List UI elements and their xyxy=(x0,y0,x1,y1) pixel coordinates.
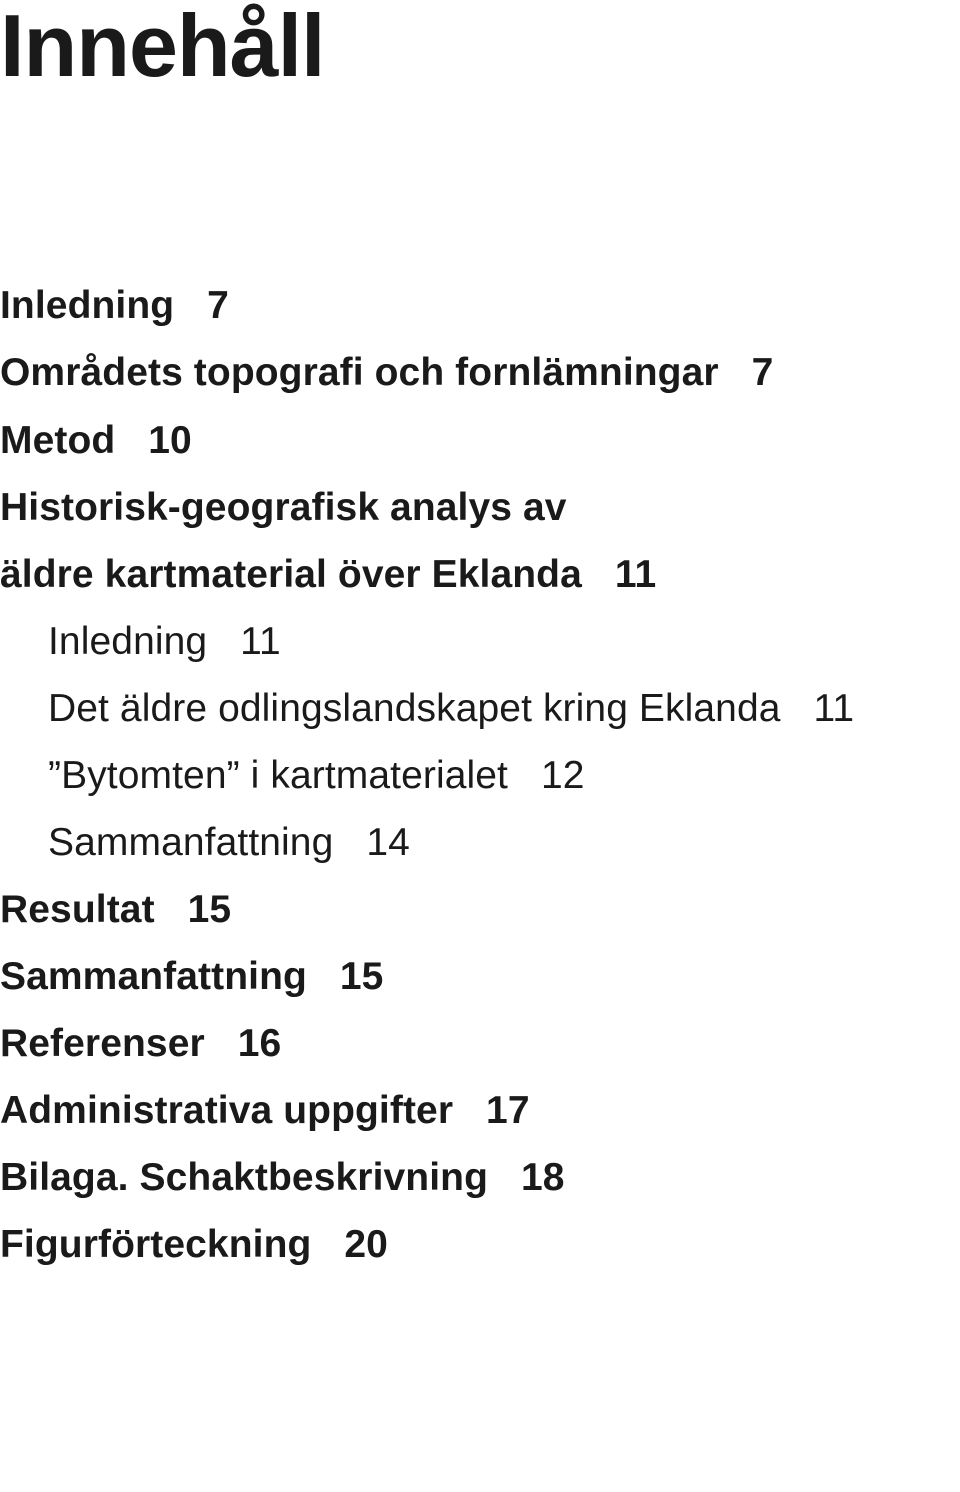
toc-entry-page: 18 xyxy=(521,1156,565,1199)
toc-entry-label: Resultat xyxy=(0,888,155,931)
toc-entry-label: Det äldre odlingslandskapet kring Ekland… xyxy=(48,687,781,730)
toc-subentry: Sammanfattning 14 xyxy=(0,809,950,876)
toc-entry: Resultat 15 xyxy=(0,876,950,943)
toc-entry-page: 14 xyxy=(366,821,410,864)
toc-entry-label: Bilaga. Schaktbeskrivning xyxy=(0,1156,488,1199)
toc-entry-label: Referenser xyxy=(0,1022,205,1065)
toc-entry-page: 10 xyxy=(148,419,192,462)
toc-entry-page: 11 xyxy=(814,687,855,730)
toc-entry-page: 11 xyxy=(240,620,281,663)
toc-entry-page: 15 xyxy=(188,888,232,931)
toc-title: Innehåll xyxy=(0,0,950,92)
toc-subentry: ”Bytomten” i kartmaterialet 12 xyxy=(0,742,950,809)
toc-list: Inledning 7 Områdets topografi och fornl… xyxy=(0,272,950,1278)
toc-entry-page: 12 xyxy=(541,754,585,797)
page: Innehåll Inledning 7 Områdets topografi … xyxy=(0,0,960,1492)
toc-entry: Administrativa uppgifter 17 xyxy=(0,1077,950,1144)
toc-entry: Inledning 7 xyxy=(0,272,950,339)
toc-entry-page: 7 xyxy=(207,284,229,327)
toc-entry-page: 15 xyxy=(340,955,384,998)
toc-entry: Historisk-geografisk analys av xyxy=(0,474,950,541)
toc-subentry: Det äldre odlingslandskapet kring Ekland… xyxy=(0,675,950,742)
toc-entry-label: Områdets topografi och fornlämningar xyxy=(0,351,719,394)
toc-entry: Sammanfattning 15 xyxy=(0,943,950,1010)
toc-entry-label: Metod xyxy=(0,419,115,462)
toc-entry: äldre kartmaterial över Eklanda 11 xyxy=(0,541,950,608)
toc-entry-page: 17 xyxy=(486,1089,530,1132)
toc-entry-label: Sammanfattning xyxy=(0,955,307,998)
toc-entry-page: 11 xyxy=(615,553,656,596)
toc-entry-label: äldre kartmaterial över Eklanda xyxy=(0,553,582,596)
toc-entry-label: Inledning xyxy=(0,284,174,327)
toc-entry-label: Historisk-geografisk analys av xyxy=(0,486,567,529)
toc-entry-label: Administrativa uppgifter xyxy=(0,1089,453,1132)
toc-entry: Referenser 16 xyxy=(0,1010,950,1077)
toc-entry-page: 7 xyxy=(752,351,774,394)
toc-subentry: Inledning 11 xyxy=(0,608,950,675)
toc-entry-label: Inledning xyxy=(48,620,207,663)
toc-entry-page: 16 xyxy=(238,1022,282,1065)
toc-entry-label: ”Bytomten” i kartmaterialet xyxy=(48,754,508,797)
toc-entry: Figurförteckning 20 xyxy=(0,1211,950,1278)
toc-entry-label: Sammanfattning xyxy=(48,821,333,864)
toc-entry-label: Figurförteckning xyxy=(0,1223,311,1266)
toc-entry: Områdets topografi och fornlämningar 7 xyxy=(0,339,950,406)
toc-entry: Bilaga. Schaktbeskrivning 18 xyxy=(0,1144,950,1211)
toc-entry: Metod 10 xyxy=(0,407,950,474)
toc-entry-page: 20 xyxy=(344,1223,388,1266)
